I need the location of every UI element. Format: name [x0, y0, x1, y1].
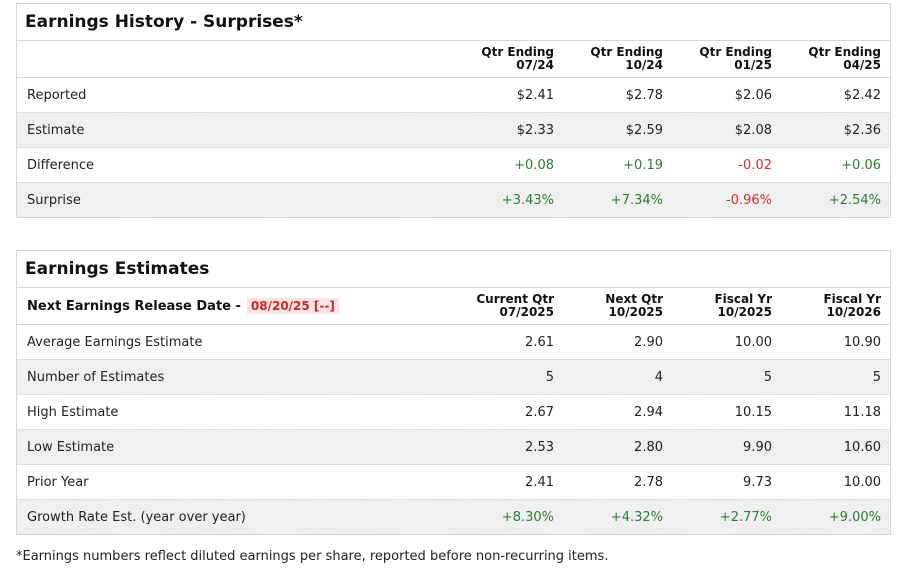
- table-cell: $2.33: [516, 122, 554, 138]
- row-label: Growth Rate Est. (year over year): [27, 509, 246, 525]
- column-header: Qtr Ending 10/24: [590, 45, 663, 72]
- table-cell: 10.90: [843, 334, 881, 350]
- table-cell: 2.78: [634, 474, 663, 490]
- earnings-estimates-panel: Earnings Estimates Next Earnings Release…: [16, 250, 891, 535]
- row-label: Difference: [27, 157, 95, 173]
- table-cell: 2.90: [634, 334, 663, 350]
- table-cell: 4: [654, 369, 663, 385]
- table-cell: 2.53: [525, 439, 554, 455]
- table-cell: 2.94: [634, 404, 663, 420]
- row-label: Estimate: [27, 122, 85, 138]
- row-label: Low Estimate: [27, 439, 115, 455]
- table-row-surprise: Surprise +3.43% +7.34% -0.96% +2.54%: [17, 183, 890, 217]
- table-row-average: Average Earnings Estimate 2.61 2.90 10.0…: [17, 325, 890, 360]
- table-row-low: Low Estimate 2.53 2.80 9.90 10.60: [17, 430, 890, 465]
- table-row-growth: Growth Rate Est. (year over year) +8.30%…: [17, 500, 890, 534]
- table-cell: +2.77%: [719, 509, 772, 525]
- table-cell: $2.06: [734, 87, 772, 103]
- table-cell: 9.90: [743, 439, 772, 455]
- column-header: Fiscal Yr 10/2026: [823, 292, 881, 319]
- table-cell: -0.96%: [726, 192, 772, 208]
- release-date-badge: 08/20/25 [--]: [246, 298, 339, 314]
- table-cell: 2.41: [525, 474, 554, 490]
- table-cell: $2.36: [843, 122, 881, 138]
- earnings-estimates-header: Next Earnings Release Date - 08/20/25 [-…: [17, 288, 890, 325]
- column-header: Qtr Ending 01/25: [699, 45, 772, 72]
- table-row-difference: Difference +0.08 +0.19 -0.02 +0.06: [17, 148, 890, 183]
- table-cell: 10.60: [843, 439, 881, 455]
- column-header: Next Qtr 10/2025: [605, 292, 663, 319]
- table-cell: 2.61: [525, 334, 554, 350]
- table-cell: +8.30%: [501, 509, 554, 525]
- table-cell: +9.00%: [828, 509, 881, 525]
- column-header: Current Qtr 07/2025: [476, 292, 554, 319]
- table-cell: 9.73: [743, 474, 772, 490]
- table-cell: 10.15: [734, 404, 772, 420]
- table-cell: $2.42: [843, 87, 881, 103]
- earnings-history-title: Earnings History - Surprises*: [17, 4, 890, 41]
- table-row-prior-year: Prior Year 2.41 2.78 9.73 10.00: [17, 465, 890, 500]
- table-cell: 2.67: [525, 404, 554, 420]
- table-cell: +4.32%: [610, 509, 663, 525]
- row-label: Average Earnings Estimate: [27, 334, 203, 350]
- row-label: Prior Year: [27, 474, 89, 490]
- table-cell: -0.02: [738, 157, 772, 173]
- earnings-history-panel: Earnings History - Surprises* Qtr Ending…: [16, 3, 891, 218]
- table-cell: 10.00: [734, 334, 772, 350]
- table-cell: 5: [545, 369, 554, 385]
- column-header: Qtr Ending 07/24: [481, 45, 554, 72]
- table-cell: +3.43%: [501, 192, 554, 208]
- row-label: Surprise: [27, 192, 81, 208]
- row-label: High Estimate: [27, 404, 119, 420]
- row-label: Number of Estimates: [27, 369, 165, 385]
- table-cell: +0.06: [841, 157, 881, 173]
- earnings-history-header: Qtr Ending 07/24 Qtr Ending 10/24 Qtr Endi…: [17, 41, 890, 78]
- table-cell: +7.34%: [610, 192, 663, 208]
- table-cell: $2.08: [734, 122, 772, 138]
- next-release: Next Earnings Release Date - 08/20/25 [-…: [27, 288, 339, 324]
- column-header: Qtr Ending 04/25: [808, 45, 881, 72]
- table-cell: $2.41: [516, 87, 554, 103]
- release-label: Next Earnings Release Date -: [27, 298, 241, 314]
- footnote: *Earnings numbers reflect diluted earnin…: [16, 549, 609, 564]
- table-cell: 2.80: [634, 439, 663, 455]
- table-cell: $2.78: [625, 87, 663, 103]
- table-cell: 5: [872, 369, 881, 385]
- table-cell: $2.59: [625, 122, 663, 138]
- table-row-reported: Reported $2.41 $2.78 $2.06 $2.42: [17, 78, 890, 113]
- table-row-high: High Estimate 2.67 2.94 10.15 11.18: [17, 395, 890, 430]
- earnings-estimates-title: Earnings Estimates: [17, 251, 890, 288]
- table-row-estimate: Estimate $2.33 $2.59 $2.08 $2.36: [17, 113, 890, 148]
- table-cell: +0.08: [514, 157, 554, 173]
- table-cell: 5: [763, 369, 772, 385]
- table-cell: 11.18: [843, 404, 881, 420]
- table-cell: 10.00: [843, 474, 881, 490]
- table-cell: +2.54%: [828, 192, 881, 208]
- column-header: Fiscal Yr 10/2025: [714, 292, 772, 319]
- table-row-count: Number of Estimates 5 4 5 5: [17, 360, 890, 395]
- row-label: Reported: [27, 87, 87, 103]
- table-cell: +0.19: [623, 157, 663, 173]
